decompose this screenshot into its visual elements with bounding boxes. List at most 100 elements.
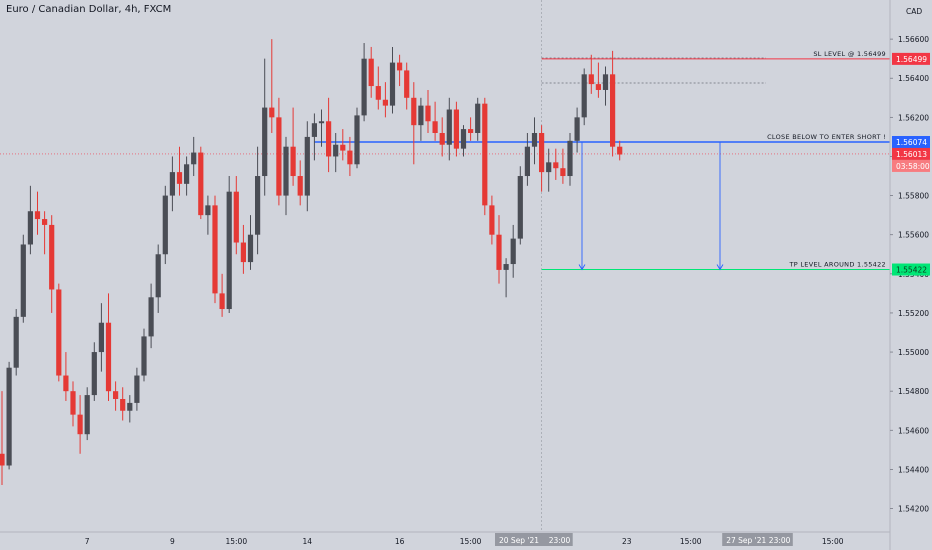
candle-body: [602, 74, 609, 90]
date-range-start: 27 Sep '21: [726, 536, 766, 545]
candle-body: [595, 84, 601, 90]
candle-body: [120, 399, 126, 411]
candle: [503, 258, 509, 298]
candle: [283, 136, 289, 216]
candle: [517, 166, 523, 245]
candle: [361, 43, 367, 122]
candle: [389, 46, 396, 114]
candle: [205, 195, 211, 235]
candle-body: [262, 107, 268, 177]
candle-body: [524, 146, 530, 177]
candle: [276, 97, 282, 206]
y-tick-label: 1.54800: [898, 387, 929, 396]
candle: [304, 121, 310, 212]
candle-body: [581, 74, 587, 118]
candle: [439, 117, 445, 157]
candle-body: [276, 117, 282, 196]
candle: [77, 395, 83, 454]
candle-body: [617, 146, 623, 155]
candle: [247, 215, 254, 270]
candle-body: [489, 205, 495, 235]
tp-price-badge: 1.55422: [892, 263, 930, 276]
candle: [98, 303, 104, 372]
candle: [212, 195, 218, 304]
candle: [581, 68, 587, 126]
countdown-badge-text: 03:58:00: [896, 162, 930, 171]
candle: [333, 133, 339, 173]
candle: [446, 97, 452, 161]
candle-body: [510, 238, 516, 265]
candle: [418, 97, 424, 141]
candle-body: [56, 289, 62, 376]
candle-body: [588, 74, 594, 85]
candle: [546, 148, 552, 192]
candle-body: [531, 133, 538, 147]
candle: [226, 176, 232, 313]
candle-body: [482, 103, 488, 206]
candle: [134, 367, 140, 411]
entry-level-label: CLOSE BELOW TO ENTER SHORT !: [767, 133, 886, 141]
candle: [6, 361, 12, 470]
candle: [354, 107, 360, 169]
x-tick-label: 23: [622, 537, 632, 546]
candle: [0, 391, 5, 486]
candle: [262, 58, 268, 196]
candle-body: [574, 117, 580, 141]
candle-body: [42, 219, 48, 225]
y-tick-label: 1.54600: [898, 426, 929, 435]
candle: [269, 39, 275, 133]
candle-body: [432, 121, 438, 133]
y-tick-label: 1.55000: [898, 348, 929, 357]
candle: [588, 54, 594, 94]
candle-body: [446, 109, 452, 145]
candle: [553, 148, 559, 180]
candle-body: [404, 70, 410, 98]
y-tick-label: 1.56600: [898, 35, 929, 44]
candle: [524, 133, 530, 186]
currency-label: CAD: [906, 7, 922, 16]
candle-body: [219, 293, 225, 310]
candle-body: [148, 297, 154, 337]
candle: [255, 146, 261, 255]
candle-body: [255, 176, 261, 235]
candle: [574, 107, 580, 153]
date-range-bg: [722, 533, 793, 546]
candle-body: [503, 264, 509, 270]
candle-body: [20, 244, 26, 317]
candle-body: [13, 316, 19, 368]
candle-body: [176, 172, 183, 184]
candle-body: [397, 62, 403, 71]
arrow-head: [716, 264, 724, 271]
y-tick-label: 1.55800: [898, 192, 929, 201]
candle-body: [560, 168, 566, 177]
candle: [595, 62, 601, 98]
candle: [70, 381, 76, 427]
date-range-label: 20 Sep '21 23:00: [495, 533, 573, 546]
candle: [49, 215, 55, 313]
sl-price-badge: 1.56499: [892, 52, 930, 65]
candle-body: [84, 395, 90, 435]
candle-body: [318, 121, 325, 124]
candle-body: [333, 144, 339, 157]
candle-body: [162, 195, 168, 255]
candle-body: [290, 146, 296, 177]
candle: [397, 54, 403, 87]
candle: [105, 293, 112, 401]
countdown-badge-bg: [892, 159, 930, 172]
candle-body: [368, 58, 374, 87]
candle-body: [539, 133, 545, 173]
candle-body: [475, 103, 481, 133]
x-tick-label: 9: [170, 537, 175, 546]
candle: [496, 215, 502, 284]
candle-body: [141, 336, 147, 376]
candle-body: [155, 254, 161, 298]
y-tick-label: 1.54200: [898, 505, 929, 514]
candle-body: [77, 414, 83, 435]
candle-body: [496, 234, 502, 270]
current-price-badge-bg: [892, 147, 930, 160]
candle: [489, 195, 495, 245]
candle-body: [198, 152, 204, 216]
candle-body: [610, 74, 616, 147]
candle: [240, 224, 246, 274]
